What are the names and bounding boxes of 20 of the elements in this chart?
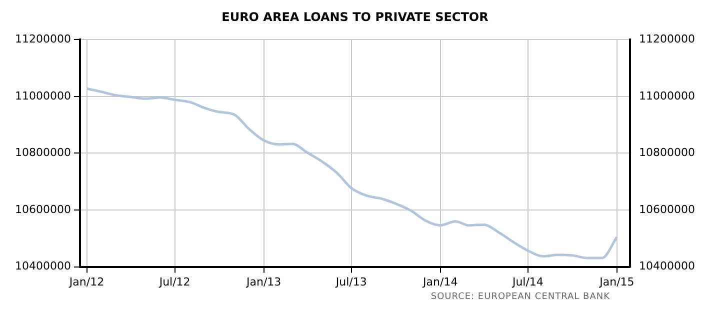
y-tick-label: 11200000: [14, 32, 71, 46]
y2-tick-label: 11200000: [639, 32, 696, 46]
x-tick-label: Jan/15: [598, 275, 634, 288]
x-tick-label: Jul/14: [511, 275, 544, 288]
x-tick-label: Jul/12: [158, 275, 190, 288]
x-tick-label: Jan/12: [68, 275, 104, 288]
x-tick-label: Jul/13: [334, 275, 367, 288]
y-tick-label: 11000000: [14, 89, 71, 102]
y-tick-label: 10600000: [14, 202, 71, 216]
y2-tick-label: 10800000: [639, 146, 696, 160]
chart-title: EURO AREA LOANS TO PRIVATE SECTOR: [220, 9, 490, 26]
x-tick-label: Jan/14: [422, 275, 458, 288]
line-series: [86, 87, 618, 260]
y-tick-label: 10400000: [14, 260, 71, 273]
y2-tick-label: 10400000: [639, 260, 696, 273]
source-note: SOURCE: EUROPEAN CENTRAL BANK: [430, 292, 611, 302]
y2-tick-label: 10600000: [639, 202, 696, 216]
y-tick-label: 10800000: [14, 146, 71, 160]
x-tick-label: Jan/13: [245, 275, 282, 288]
y2-tick-label: 11000000: [639, 89, 696, 102]
